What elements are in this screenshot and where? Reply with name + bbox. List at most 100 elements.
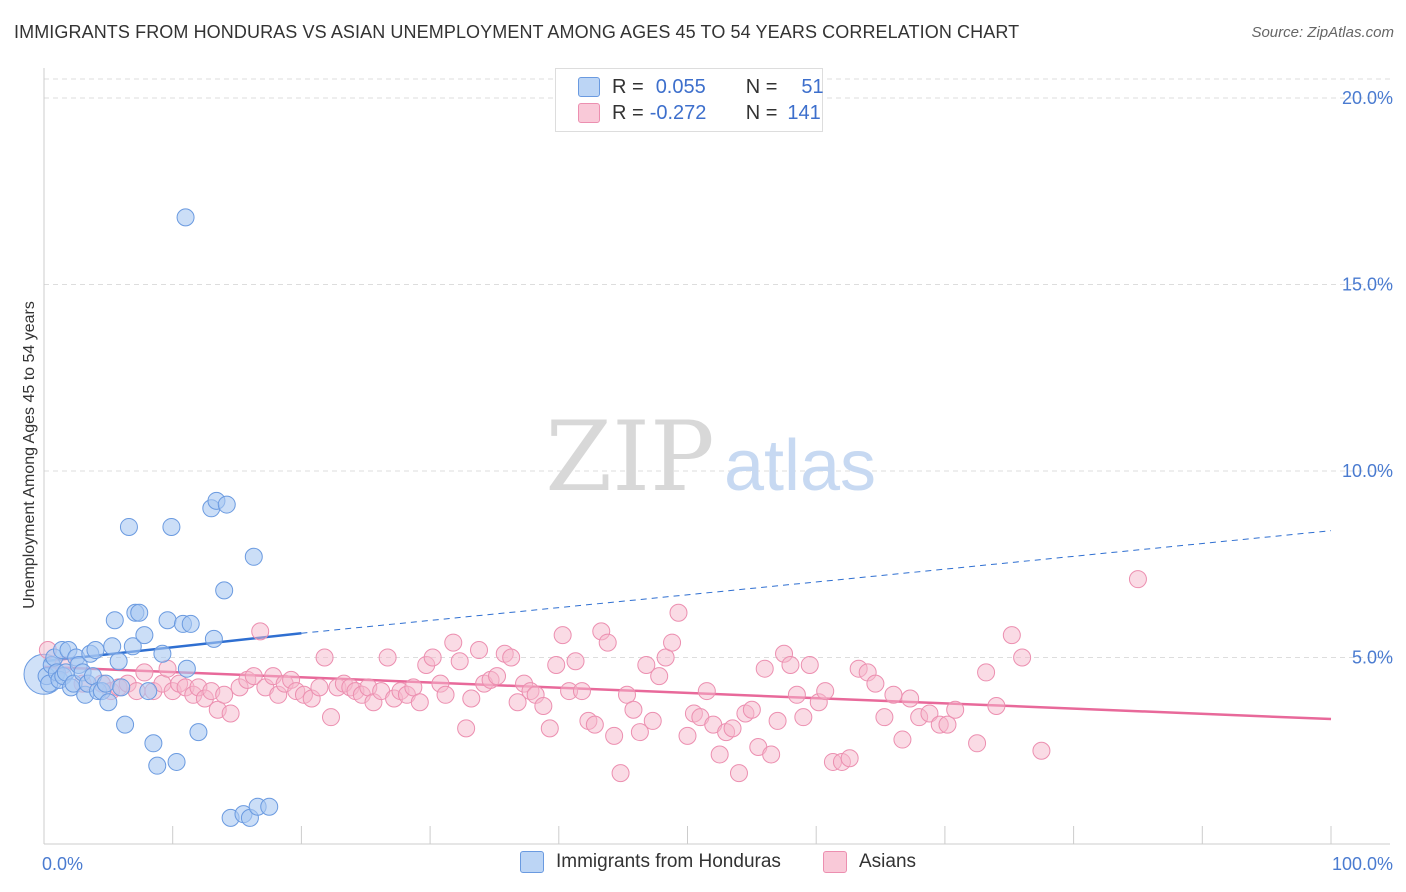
point-asians [678, 726, 697, 745]
axes [43, 68, 1390, 845]
point-asians [968, 734, 987, 753]
point-asians [1002, 626, 1021, 645]
point-asians [884, 685, 903, 704]
chart-title: IMMIGRANTS FROM HONDURAS VS ASIAN UNEMPL… [14, 22, 1020, 42]
point-asians [470, 641, 489, 660]
point-asians [135, 663, 154, 682]
point-asians [244, 667, 263, 686]
point-honduras [217, 495, 236, 514]
point-honduras [244, 547, 263, 566]
point-asians [423, 648, 442, 667]
point-honduras [119, 517, 138, 536]
point-asians [457, 719, 476, 738]
point-honduras [116, 715, 135, 734]
point-honduras [148, 756, 167, 775]
legend-r-value: 0.055 [655, 75, 706, 98]
y-tick-label: 15.0% [1342, 275, 1393, 295]
point-honduras [260, 797, 279, 816]
point-asians [1128, 570, 1147, 589]
watermark-zip: ZIP [545, 401, 714, 513]
y-tick-label: 5.0% [1352, 648, 1393, 668]
point-asians [251, 622, 270, 641]
point-asians [534, 696, 553, 715]
point-asians [158, 659, 177, 678]
point-asians [624, 700, 643, 719]
point-honduras [130, 603, 149, 622]
legend-swatch-blue [578, 77, 600, 97]
point-asians [742, 700, 761, 719]
point-asians [502, 648, 521, 667]
point-asians [987, 696, 1006, 715]
point-asians [755, 659, 774, 678]
point-asians [1032, 741, 1051, 760]
point-asians [221, 704, 240, 723]
point-asians [611, 764, 630, 783]
point-asians [643, 711, 662, 730]
point-asians [605, 726, 624, 745]
legend-swatch-pink [578, 103, 600, 123]
point-asians [762, 745, 781, 764]
point-asians [920, 704, 939, 723]
point-asians [723, 719, 742, 738]
point-asians [553, 626, 572, 645]
point-honduras [204, 629, 223, 648]
point-honduras [167, 752, 186, 771]
point-honduras [139, 682, 158, 701]
point-asians [697, 682, 716, 701]
point-asians [566, 652, 585, 671]
point-asians [729, 764, 748, 783]
point-honduras [135, 626, 154, 645]
point-asians [768, 711, 787, 730]
point-honduras [105, 611, 124, 630]
x-tick-label: 100.0% [1332, 854, 1393, 874]
point-asians [901, 689, 920, 708]
point-asians [875, 708, 894, 727]
point-asians [444, 633, 463, 652]
point-asians [322, 708, 341, 727]
point-honduras [144, 734, 163, 753]
legend-n-value: 141 [787, 101, 821, 124]
point-honduras [112, 678, 131, 697]
point-asians [436, 685, 455, 704]
point-asians [794, 708, 813, 727]
point-honduras [162, 517, 181, 536]
series-label-asians: Asians [859, 851, 917, 872]
point-asians [410, 693, 429, 712]
series-legend: Immigrants from Honduras Asians [0, 851, 1406, 877]
point-asians [637, 655, 656, 674]
point-honduras [109, 652, 128, 671]
point-honduras [99, 693, 118, 712]
point-honduras [181, 614, 200, 633]
point-honduras [123, 637, 142, 656]
point-honduras [176, 208, 195, 227]
y-axis-label: Unemployment Among Ages 45 to 54 years [21, 301, 38, 609]
x-tick-label: 0.0% [42, 854, 83, 874]
point-asians [840, 749, 859, 768]
point-asians [893, 730, 912, 749]
legend-r-label: R = [612, 75, 644, 98]
data-points [23, 208, 1147, 827]
legend-n-value: 51 [801, 75, 824, 98]
point-asians [404, 678, 423, 697]
point-asians [618, 685, 637, 704]
point-asians [787, 685, 806, 704]
y-tick-label: 20.0% [1342, 88, 1393, 108]
point-asians [781, 655, 800, 674]
point-honduras [103, 637, 122, 656]
point-asians [572, 682, 591, 701]
point-asians [630, 723, 649, 742]
point-honduras [189, 723, 208, 742]
point-asians [540, 719, 559, 738]
series-legend-asians[interactable]: Asians [823, 851, 916, 873]
legend-r-label: R = [612, 101, 644, 124]
series-label-honduras: Immigrants from Honduras [556, 851, 781, 872]
point-asians [650, 667, 669, 686]
point-asians [488, 667, 507, 686]
point-honduras [158, 611, 177, 630]
series-swatch-pink [823, 851, 847, 873]
source-credit: Source: ZipAtlas.com [1251, 24, 1394, 41]
point-asians [938, 715, 957, 734]
series-legend-honduras[interactable]: Immigrants from Honduras [520, 851, 781, 873]
point-asians [310, 678, 329, 697]
